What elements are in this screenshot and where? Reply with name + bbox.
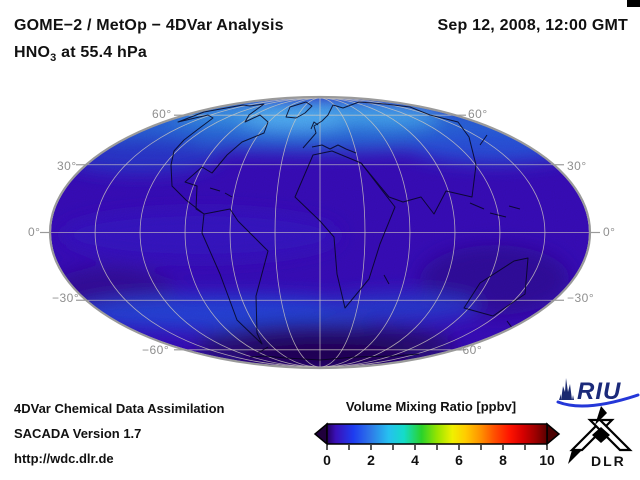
map-gridlines bbox=[51, 98, 589, 367]
lat-label-left-60: 60° bbox=[152, 107, 172, 121]
lat-label-right-0: 0° bbox=[603, 225, 616, 239]
colorbar-tick-label-8: 8 bbox=[499, 452, 507, 468]
header-datetime: Sep 12, 2008, 12:00 GMT bbox=[437, 17, 628, 34]
lat-label-right-m30: −30° bbox=[567, 291, 595, 305]
colorbar-tick-labels: 0 2 4 6 8 10 bbox=[323, 452, 555, 468]
species-line: HNO3 at 55.4 hPa bbox=[14, 44, 147, 64]
dlr-logo: DLR bbox=[568, 406, 633, 469]
lat-label-left-m30: −30° bbox=[52, 291, 80, 305]
world-map bbox=[40, 95, 600, 370]
lat-label-right-m60: −60° bbox=[455, 343, 483, 357]
corner-mark bbox=[627, 0, 640, 7]
map-coastlines bbox=[170, 101, 529, 361]
page-title: GOME−2 / MetOp − 4DVar Analysis bbox=[14, 17, 284, 34]
species-rest: at 55.4 hPa bbox=[56, 44, 147, 61]
lat-label-right-60: 60° bbox=[468, 107, 488, 121]
footer-line-3: http://wdc.dlr.de bbox=[14, 451, 114, 466]
colorbar-gradient bbox=[326, 423, 548, 445]
species-subscript: 3 bbox=[50, 52, 57, 64]
riu-swoosh-icon bbox=[556, 393, 640, 408]
footer-line-1: 4DVar Chemical Data Assimilation bbox=[14, 401, 225, 416]
lat-label-left-0: 0° bbox=[28, 225, 41, 239]
colorbar-tick-label-0: 0 bbox=[323, 452, 331, 468]
lat-label-left-30: 30° bbox=[57, 159, 77, 173]
colorbar-left-arrow bbox=[313, 422, 328, 446]
species-prefix: HNO bbox=[14, 44, 51, 61]
dlr-emblem-icon bbox=[568, 406, 633, 464]
lat-label-right-30: 30° bbox=[567, 159, 587, 173]
colorbar: 0 2 4 6 8 10 bbox=[313, 422, 561, 468]
riu-cathedral-icon bbox=[559, 378, 574, 400]
lat-label-left-m60: −60° bbox=[142, 343, 170, 357]
riu-logo-text: RIU bbox=[577, 378, 621, 405]
lat-ticks bbox=[40, 114, 600, 351]
colorbar-tick-label-2: 2 bbox=[367, 452, 375, 468]
colorbar-right-arrow bbox=[546, 422, 561, 446]
colorbar-tick-label-6: 6 bbox=[455, 452, 463, 468]
colorbar-tick-label-4: 4 bbox=[411, 452, 419, 468]
riu-logo: RIU bbox=[556, 378, 640, 408]
colorbar-tick-label-10: 10 bbox=[539, 452, 555, 468]
map-rim bbox=[48, 95, 592, 370]
footer-line-2: SACADA Version 1.7 bbox=[14, 426, 142, 441]
colorbar-ticks bbox=[326, 445, 548, 450]
dlr-logo-text: DLR bbox=[591, 453, 626, 469]
colorbar-title: Volume Mixing Ratio [ppbv] bbox=[345, 399, 517, 414]
